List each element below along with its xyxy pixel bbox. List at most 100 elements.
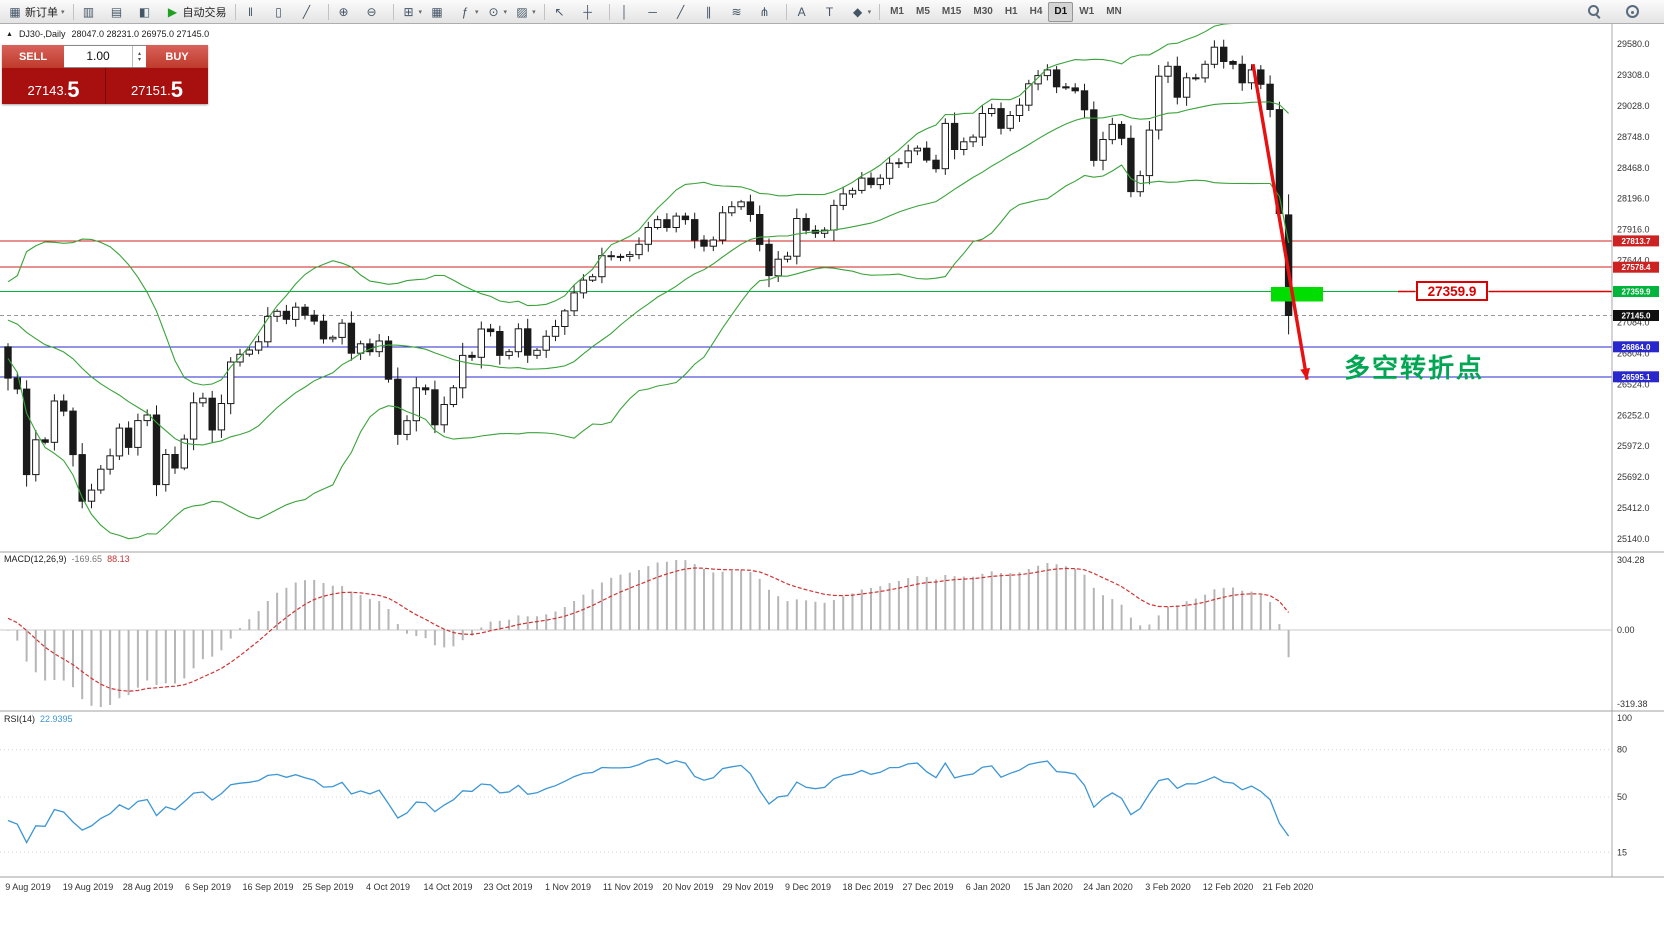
trendline-icon: ╱ [676,4,685,19]
tile-windows-button[interactable]: ▦ [426,1,454,23]
toolbar: ▦ 新订单 ▾ ▥ ▤ ◧ ▶ 自动交易 ‖ ▯ ╱ ⊕ ⊖ ⊞ ▾ ▦ ƒ ▾ ⊙ ▾ ▨ ▾ ↖ ┼ │ ─ ╱ ∥ ≋ ⋔ A T ◆ ▾ M… [0,0,1664,24]
zoom-out-button[interactable]: ⊖ [361,1,389,23]
svg-text:25140.0: 25140.0 [1617,534,1650,544]
indicators-list-button[interactable]: ƒ ▾ [454,1,483,23]
bars-style-button[interactable]: ‖ [240,1,268,23]
buy-button[interactable]: BUY [146,45,208,68]
sell-button[interactable]: SELL [2,45,64,68]
macd-indicator-label: MACD(12,26,9) -169.65 88.13 [4,554,130,564]
chart-window: 29580.0 29308.0 29028.0 28748.0 28468.0 28196… [0,24,1664,948]
zoom-in-button[interactable]: ⊕ [333,1,361,23]
highlight-zone[interactable] [1271,287,1323,302]
text-button[interactable]: A [791,1,819,23]
turning-point-annotation[interactable]: 多空转折点 [1344,353,1485,383]
buy-price-pip: 5 [170,77,183,102]
svg-text:26864.0: 26864.0 [1622,343,1651,352]
community-button[interactable] [1622,1,1650,23]
svg-text:28748.0: 28748.0 [1617,132,1650,142]
svg-text:27578.4: 27578.4 [1622,263,1651,272]
svg-text:28196.0: 28196.0 [1617,194,1650,204]
volume-down-icon[interactable]: ▾ [137,56,141,63]
toolbar-separator [608,3,610,20]
volume-value[interactable]: 1.00 [86,49,110,63]
profiles-icon: ▤ [110,4,123,19]
timeframe-m1[interactable]: M1 [890,6,904,17]
periods-button[interactable]: ⊙ ▾ [483,1,512,23]
svg-text:12 Feb 2020: 12 Feb 2020 [1203,882,1254,892]
charts-grid-button[interactable]: ▥ [78,1,106,23]
toolbar-separator [879,3,881,20]
timeframe-h1[interactable]: H1 [1004,6,1018,17]
volume-arrows[interactable]: ▴ ▾ [132,46,146,67]
timeframe-m5[interactable]: M5 [916,6,930,17]
trendline-button[interactable]: ╱ [670,1,698,23]
indicators-list-caret-icon: ▾ [475,8,479,16]
timeframe-mn[interactable]: MN [1106,6,1122,17]
svg-text:6 Jan 2020: 6 Jan 2020 [966,882,1011,892]
date-axis[interactable]: 9 Aug 2019 19 Aug 2019 28 Aug 2019 6 Sep 20… [5,882,1313,892]
toolbar-buttons: ▦ 新订单 ▾ ▥ ▤ ◧ ▶ 自动交易 ‖ ▯ ╱ ⊕ ⊖ ⊞ ▾ ▦ ƒ ▾ ⊙ ▾ ▨ ▾ ↖ ┼ │ ─ ╱ ∥ ≋ ⋔ A T ◆ ▾ M… [4,1,1128,23]
timeframe-h4[interactable]: H4 [1029,6,1043,17]
new-order-label: 新订单 [25,6,58,19]
zoom-out-icon: ⊖ [366,4,377,19]
price-callout-box[interactable]: 27359.9 [1416,281,1488,301]
search-icon [1588,5,1601,18]
arrows-shapes-caret-icon: ▾ [867,8,872,16]
panel-separators[interactable] [0,551,1664,878]
arrows-shapes-icon: ◆ [852,4,863,19]
svg-text:15 Jan 2020: 15 Jan 2020 [1023,882,1073,892]
collapse-icon[interactable]: ▲ [6,30,13,38]
horizontal-line-icon: ─ [648,4,657,19]
svg-text:4 Oct 2019: 4 Oct 2019 [366,882,410,892]
svg-text:25692.0: 25692.0 [1617,472,1650,482]
horizontal-lines[interactable] [0,240,1612,378]
cursor-button[interactable]: ↖ [549,1,577,23]
andrews-pitchfork-button[interactable]: ⋔ [754,1,782,23]
svg-text:27145.0: 27145.0 [1622,312,1651,321]
sell-price[interactable]: 27143. 5 [2,68,105,104]
templates-button[interactable]: ▨ ▾ [511,1,540,23]
text-label-button[interactable]: T [819,1,847,23]
timeframe-m30[interactable]: M30 [973,6,993,17]
svg-text:0.00: 0.00 [1617,625,1635,635]
search-button[interactable] [1584,1,1612,23]
autotrading-button[interactable]: ▶ 自动交易 [162,1,231,23]
price-axis: 29580.0 29308.0 29028.0 28748.0 28468.0 28196… [1611,24,1650,877]
volume-stepper[interactable]: 1.00 ▴ ▾ [64,45,146,68]
crosshair-button[interactable]: ┼ [577,1,605,23]
line-style-button[interactable]: ╱ [296,1,324,23]
volume-up-icon[interactable]: ▴ [137,50,141,57]
toolbar-separator [392,3,394,20]
svg-text:21 Feb 2020: 21 Feb 2020 [1263,882,1314,892]
periods-icon: ⊙ [488,4,499,19]
timeframe-m15[interactable]: M15 [941,6,962,17]
toolbar-separator [72,3,74,20]
svg-text:14 Oct 2019: 14 Oct 2019 [423,882,472,892]
equidistant-channel-icon: ∥ [705,4,712,19]
vertical-line-button[interactable]: │ [614,1,642,23]
horizontal-line-button[interactable]: ─ [642,1,670,23]
trend-arrow[interactable] [1251,63,1310,380]
toolbar-separator [234,3,236,20]
chart-canvas[interactable]: 29580.0 29308.0 29028.0 28748.0 28468.0 28196… [0,24,1664,948]
sell-price-pip: 5 [67,77,80,102]
fibonacci-button[interactable]: ≋ [726,1,754,23]
svg-text:28468.0: 28468.0 [1617,163,1650,173]
new-chart-button[interactable]: ⊞ ▾ [398,1,427,23]
navigator-button[interactable]: ◧ [134,1,162,23]
community-icon [1626,5,1639,18]
candles-style-button[interactable]: ▯ [268,1,296,23]
equidistant-channel-button[interactable]: ∥ [698,1,726,23]
timeframe-w1[interactable]: W1 [1079,6,1095,17]
timeframe-d1[interactable]: D1 [1048,1,1074,22]
profiles-button[interactable]: ▤ [106,1,134,23]
svg-text:50: 50 [1617,792,1627,802]
svg-text:1 Nov 2019: 1 Nov 2019 [545,882,591,892]
arrows-shapes-button[interactable]: ◆ ▾ [847,1,876,23]
macd-signal-value: 88.13 [107,554,130,564]
new-order-button[interactable]: ▦ 新订单 ▾ [4,1,69,23]
chart-title: ▲ DJ30-,Daily 28047.0 28231.0 26975.0 27… [6,29,209,39]
svg-text:-319.38: -319.38 [1617,699,1648,709]
new-order-caret-icon: ▾ [61,8,65,16]
buy-price[interactable]: 27151. 5 [105,68,208,104]
